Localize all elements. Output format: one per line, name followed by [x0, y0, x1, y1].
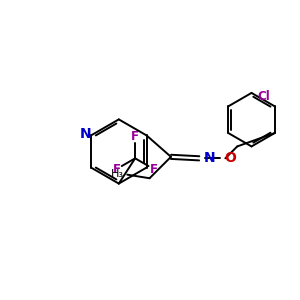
Text: N: N — [80, 127, 92, 141]
Text: Cl: Cl — [257, 90, 270, 103]
Text: H₃: H₃ — [111, 169, 124, 179]
Text: F: F — [131, 130, 139, 143]
Text: O: O — [224, 151, 236, 165]
Text: F: F — [150, 163, 158, 176]
Text: F: F — [112, 163, 121, 176]
Text: N: N — [204, 151, 216, 165]
